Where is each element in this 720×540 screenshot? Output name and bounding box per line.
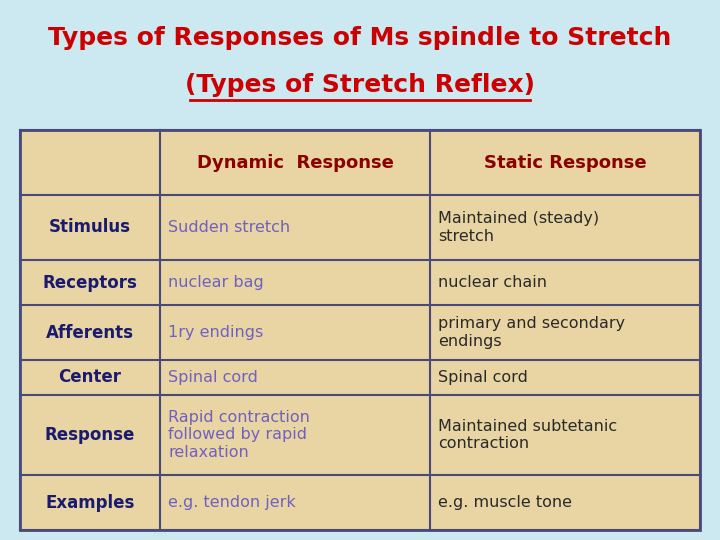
Text: e.g. tendon jerk: e.g. tendon jerk — [168, 495, 296, 510]
Text: (Types of Stretch Reflex): (Types of Stretch Reflex) — [185, 73, 535, 97]
Text: Spinal cord: Spinal cord — [438, 370, 528, 385]
Text: Rapid contraction
followed by rapid
relaxation: Rapid contraction followed by rapid rela… — [168, 410, 310, 460]
Text: e.g. muscle tone: e.g. muscle tone — [438, 495, 572, 510]
Text: Dynamic  Response: Dynamic Response — [197, 153, 393, 172]
Text: Static Response: Static Response — [484, 153, 647, 172]
Text: primary and secondary
endings: primary and secondary endings — [438, 316, 625, 349]
Text: Types of Responses of Ms spindle to Stretch: Types of Responses of Ms spindle to Stre… — [48, 26, 672, 50]
Text: Maintained (steady)
stretch: Maintained (steady) stretch — [438, 211, 599, 244]
Text: nuclear bag: nuclear bag — [168, 275, 264, 290]
Text: Sudden stretch: Sudden stretch — [168, 220, 290, 235]
Text: 1ry endings: 1ry endings — [168, 325, 264, 340]
Bar — [20, 130, 700, 530]
Text: Receptors: Receptors — [42, 273, 138, 292]
Text: Spinal cord: Spinal cord — [168, 370, 258, 385]
Text: Center: Center — [58, 368, 122, 387]
Text: Afferents: Afferents — [46, 323, 134, 341]
Text: Response: Response — [45, 426, 135, 444]
Text: nuclear chain: nuclear chain — [438, 275, 547, 290]
Text: Maintained subtetanic
contraction: Maintained subtetanic contraction — [438, 419, 617, 451]
Text: Examples: Examples — [45, 494, 135, 511]
Text: Stimulus: Stimulus — [49, 219, 131, 237]
Bar — [0, 0, 720, 130]
